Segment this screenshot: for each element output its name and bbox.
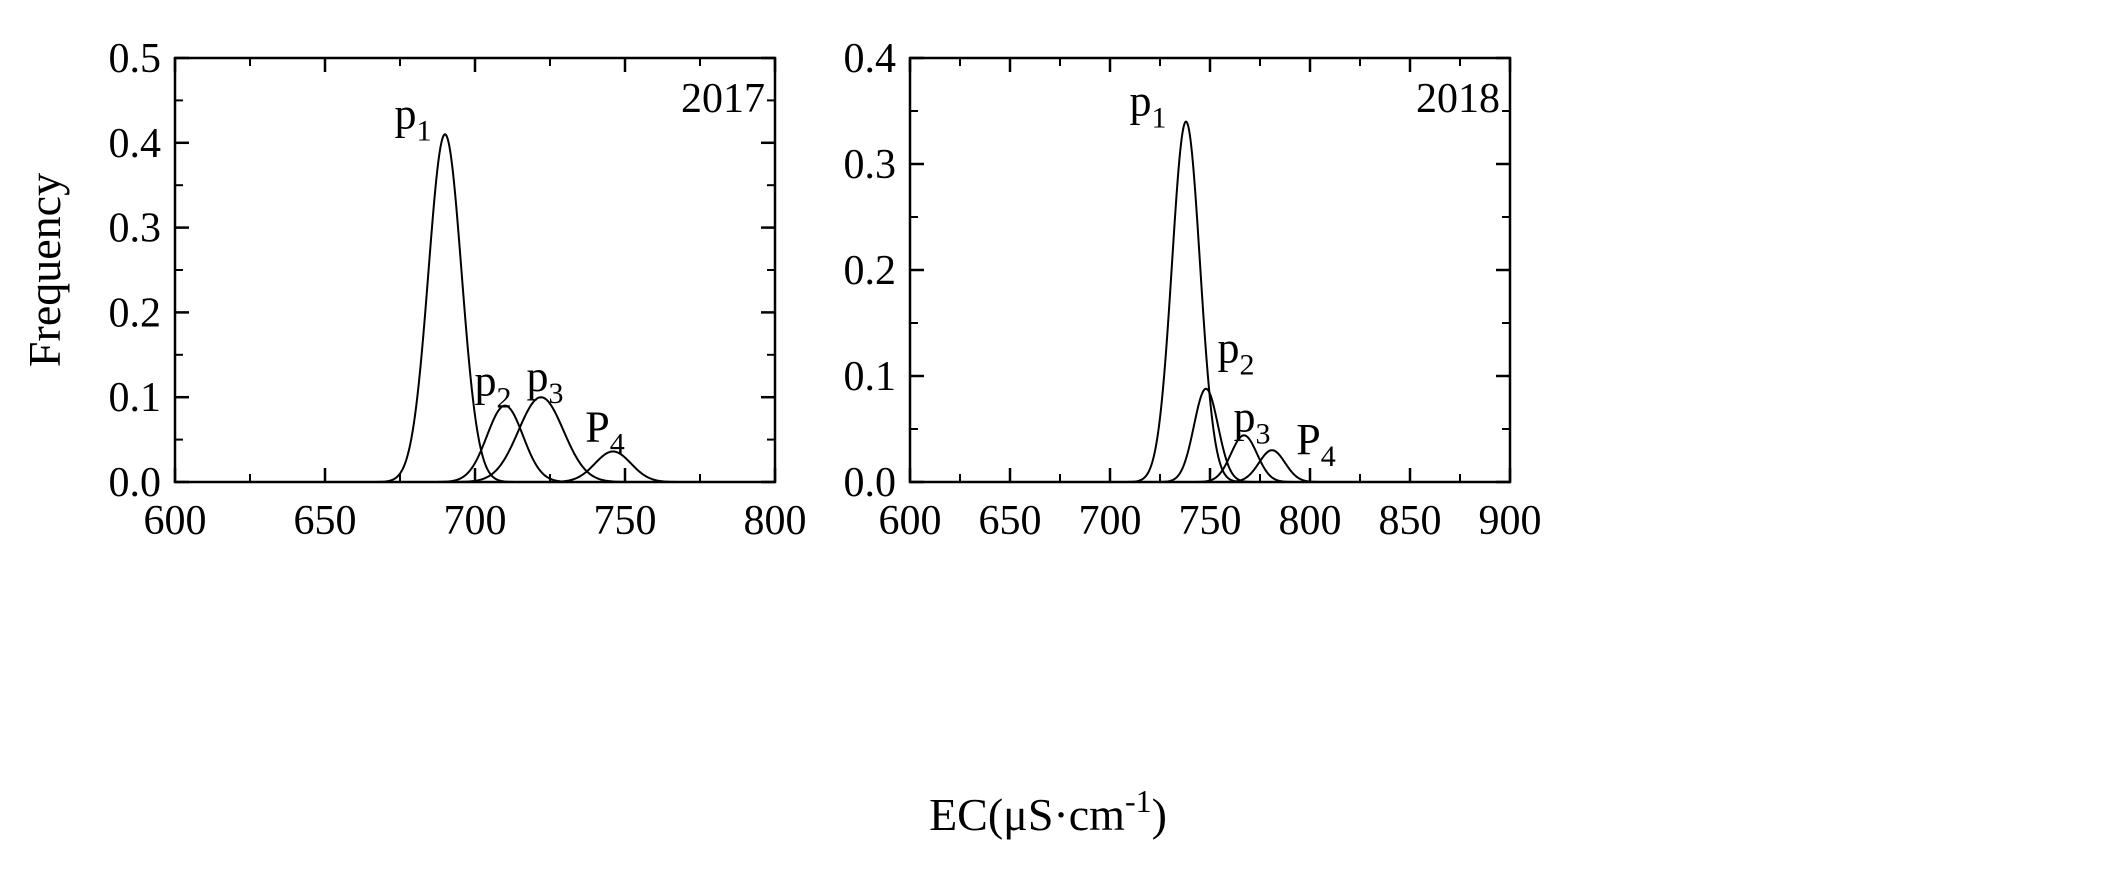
peak-label: p3	[1234, 392, 1271, 450]
distribution-curve-p4	[537, 450, 689, 483]
x-tick-label: 700	[444, 498, 507, 544]
peak-label: p3	[527, 352, 564, 410]
x-axis-title-close: )	[1152, 789, 1167, 840]
x-tick-label: 650	[294, 498, 357, 544]
y-tick-label: 0.0	[844, 460, 897, 506]
distribution-curve-p1	[375, 133, 515, 483]
peak-label: P4	[585, 402, 624, 460]
x-tick-label: 900	[1479, 498, 1542, 544]
x-tick-label: 600	[144, 498, 207, 544]
y-tick-label: 0.1	[109, 375, 162, 421]
x-tick-label: 800	[1279, 498, 1342, 544]
x-tick-label: 650	[979, 498, 1042, 544]
year-label: 2017	[681, 76, 765, 122]
distribution-curve-p2	[429, 404, 581, 483]
y-tick-label: 0.3	[844, 142, 897, 188]
year-label: 2018	[1416, 76, 1500, 122]
peak-label: p2	[475, 357, 512, 415]
y-tick-label: 0.2	[109, 290, 162, 336]
chart-panel-2018: 600 650 700 750 800 850 900 0.0 0.1 0.2 0.3 0.4 2018…	[844, 36, 1542, 544]
distribution-curve-p3	[446, 396, 636, 483]
x-tick-label: 700	[1079, 498, 1142, 544]
x-axis-title: EC(μS·cm-1)	[929, 783, 1167, 840]
x-tick-label: 750	[1179, 498, 1242, 544]
x-tick-label: 850	[1379, 498, 1442, 544]
chart-panel-2017: 600 650 700 750 800 0.0 0.1 0.2 0.3 0.4 0.5 2017 p1 p…	[109, 36, 807, 544]
y-axis-title: Frequency	[19, 173, 70, 367]
peak-label: P4	[1296, 415, 1335, 473]
x-axis-title-superscript: -1	[1125, 783, 1152, 819]
peak-label: p1	[395, 89, 432, 147]
distribution-curve-p1	[1127, 120, 1245, 483]
peak-label: p1	[1130, 77, 1167, 135]
distribution-curve-p3	[1189, 434, 1299, 483]
distribution-curve-p4	[1217, 449, 1327, 483]
y-tick-label: 0.4	[109, 121, 162, 167]
x-tick-label: 800	[744, 498, 807, 544]
x-tick-label: 600	[879, 498, 942, 544]
x-axis-title-main: EC(μS·cm	[929, 789, 1125, 840]
y-tick-label: 0.4	[844, 36, 897, 82]
x-tick-label: 750	[594, 498, 657, 544]
y-tick-label: 0.5	[109, 36, 162, 82]
y-tick-label: 0.2	[844, 248, 897, 294]
peak-label: p2	[1218, 324, 1255, 382]
y-tick-label: 0.3	[109, 206, 162, 252]
y-tick-label: 0.0	[109, 460, 162, 506]
y-tick-label: 0.1	[844, 354, 897, 400]
